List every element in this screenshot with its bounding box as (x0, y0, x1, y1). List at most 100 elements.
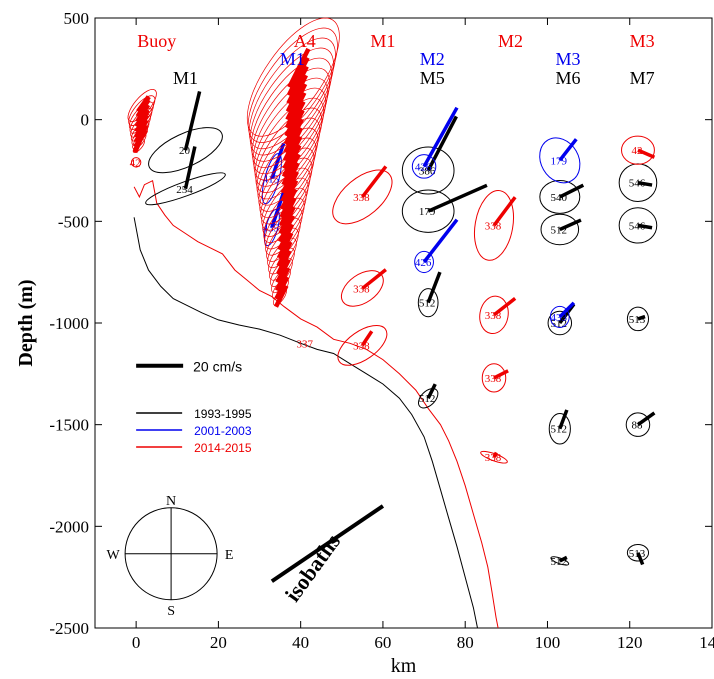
variance-ellipse (479, 295, 509, 335)
a4-stick (286, 65, 309, 105)
y-tick-label: 0 (81, 111, 90, 130)
a4-stick (274, 267, 291, 292)
a4-stick (283, 118, 304, 154)
a4-ellipse (246, 17, 340, 137)
buoy-ellipse (129, 107, 153, 134)
a4-ellipse (257, 127, 319, 206)
instrument-depth-label: 179 (419, 206, 436, 218)
a4-stick (281, 144, 302, 178)
mooring-label: Buoy (137, 31, 176, 51)
instrument-depth-label: 512 (419, 393, 436, 405)
mean-current-stick (636, 552, 645, 566)
a4-ellipse (258, 137, 317, 212)
mean-current-stick (558, 409, 569, 430)
instrument-depth-label: 42 (130, 157, 141, 169)
mean-current-stick (493, 369, 509, 380)
y-tick-label: -1500 (49, 416, 89, 435)
mooring-label: M7 (630, 68, 655, 88)
mean-current-stick (559, 218, 582, 232)
mean-current-stick (422, 106, 459, 168)
mean-current-stick (422, 218, 459, 264)
a4-ellipse (267, 227, 299, 269)
instrument-depth-label: 338 (353, 283, 370, 295)
y-tick-label: -500 (58, 212, 89, 231)
variance-ellipse (621, 135, 655, 165)
a4-stick (275, 249, 292, 276)
x-tick-label: 60 (374, 633, 391, 652)
instrument-depth-label: 338 (353, 340, 370, 352)
compass-north: N (166, 494, 176, 509)
buoy-ellipse (128, 101, 154, 130)
axes: 0 20 40 60 80 100 120 140 500 0 -500 -1000 -1500 -200… (15, 9, 714, 677)
instrument-depth-label: 88 (631, 420, 643, 432)
mean-current-stick (637, 223, 653, 230)
mean-current-stick (360, 165, 388, 199)
buoy-stick (136, 95, 151, 113)
a4-stick (285, 74, 308, 113)
y-tick-label: 500 (64, 9, 90, 28)
a4-stick (279, 179, 299, 211)
instrument-depth-label: 254 (176, 184, 193, 196)
mooring-label: M3 (556, 49, 581, 69)
a4-stick (273, 284, 289, 308)
variance-ellipse (417, 388, 439, 409)
bathymetry-profile-red (133, 179, 499, 629)
mooring-label: A4 (294, 31, 316, 51)
instrument-depth-label: 20 (179, 145, 191, 157)
a4-stick (275, 258, 291, 284)
mean-current-stick (492, 196, 517, 227)
variance-ellipse (481, 363, 507, 393)
y-tick-label: -1000 (49, 314, 89, 333)
a4-ellipse (254, 97, 325, 187)
a4-stick (283, 109, 305, 146)
mooring-label: M1 (173, 68, 198, 88)
mean-current-stick (427, 183, 488, 213)
legend-label: 2001-2003 (194, 424, 252, 438)
instrument-depth-label: 546 (629, 220, 646, 232)
a4-ellipse (268, 237, 297, 275)
x-tick-label: 100 (535, 633, 561, 652)
variance-ellipse (539, 179, 581, 214)
a4-stick (274, 276, 290, 300)
a4-ellipse (251, 67, 330, 168)
mean-current-stick (183, 91, 202, 151)
x-tick-label: 40 (292, 633, 309, 652)
a4-stick (287, 47, 311, 89)
instrument-depth-label: 338 (485, 373, 502, 385)
variance-ellipse (625, 412, 651, 437)
x-tick-label: 80 (457, 633, 474, 652)
legend-label: 2014-2015 (194, 441, 252, 455)
a4-stick (279, 188, 298, 219)
bathymetry-lines (133, 179, 499, 629)
instrument-depth-label: 426 (415, 161, 432, 173)
a4-ellipse (269, 247, 295, 281)
a4-stick (281, 153, 301, 186)
compass-west: W (106, 548, 120, 563)
variance-ellipse (626, 306, 650, 332)
instrument-depth-label: 433 (551, 312, 568, 324)
a4-stick (277, 223, 295, 251)
y-tick-label: -2500 (49, 619, 89, 638)
mooring-label: M5 (420, 68, 445, 88)
a4-ellipse (252, 77, 328, 175)
a4-ellipse (253, 87, 327, 181)
a4-ellipse (248, 37, 336, 150)
instrument-depth-label: 415 (263, 174, 280, 186)
a4-stick (284, 91, 307, 129)
mean-current-stick (559, 555, 568, 563)
a4-ellipse (256, 117, 321, 200)
variance-ellipse (473, 190, 514, 261)
a4-stick (286, 56, 310, 97)
variance-ellipse (547, 310, 573, 336)
variance-ellipse (332, 169, 393, 225)
mooring-label: M3 (630, 31, 655, 51)
plot-frame (94, 17, 713, 629)
a4-stick (282, 126, 304, 162)
scale-bar-label: 20 cm/s (193, 359, 242, 375)
mean-current-stick (637, 148, 656, 159)
mean-current-stick (426, 115, 458, 172)
instrument-depth-label: 179 (551, 155, 568, 167)
a4-ellipse (247, 27, 338, 143)
instrument-depth-label: 337 (297, 338, 314, 350)
